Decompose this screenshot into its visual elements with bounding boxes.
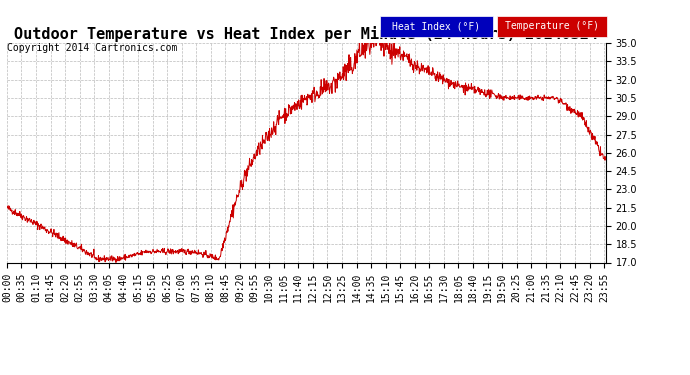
Text: Heat Index (°F): Heat Index (°F) xyxy=(393,21,480,32)
Text: Temperature (°F): Temperature (°F) xyxy=(505,21,599,32)
Title: Outdoor Temperature vs Heat Index per Minute (24 Hours) 20140324: Outdoor Temperature vs Heat Index per Mi… xyxy=(14,26,598,42)
Text: Copyright 2014 Cartronics.com: Copyright 2014 Cartronics.com xyxy=(7,43,177,53)
